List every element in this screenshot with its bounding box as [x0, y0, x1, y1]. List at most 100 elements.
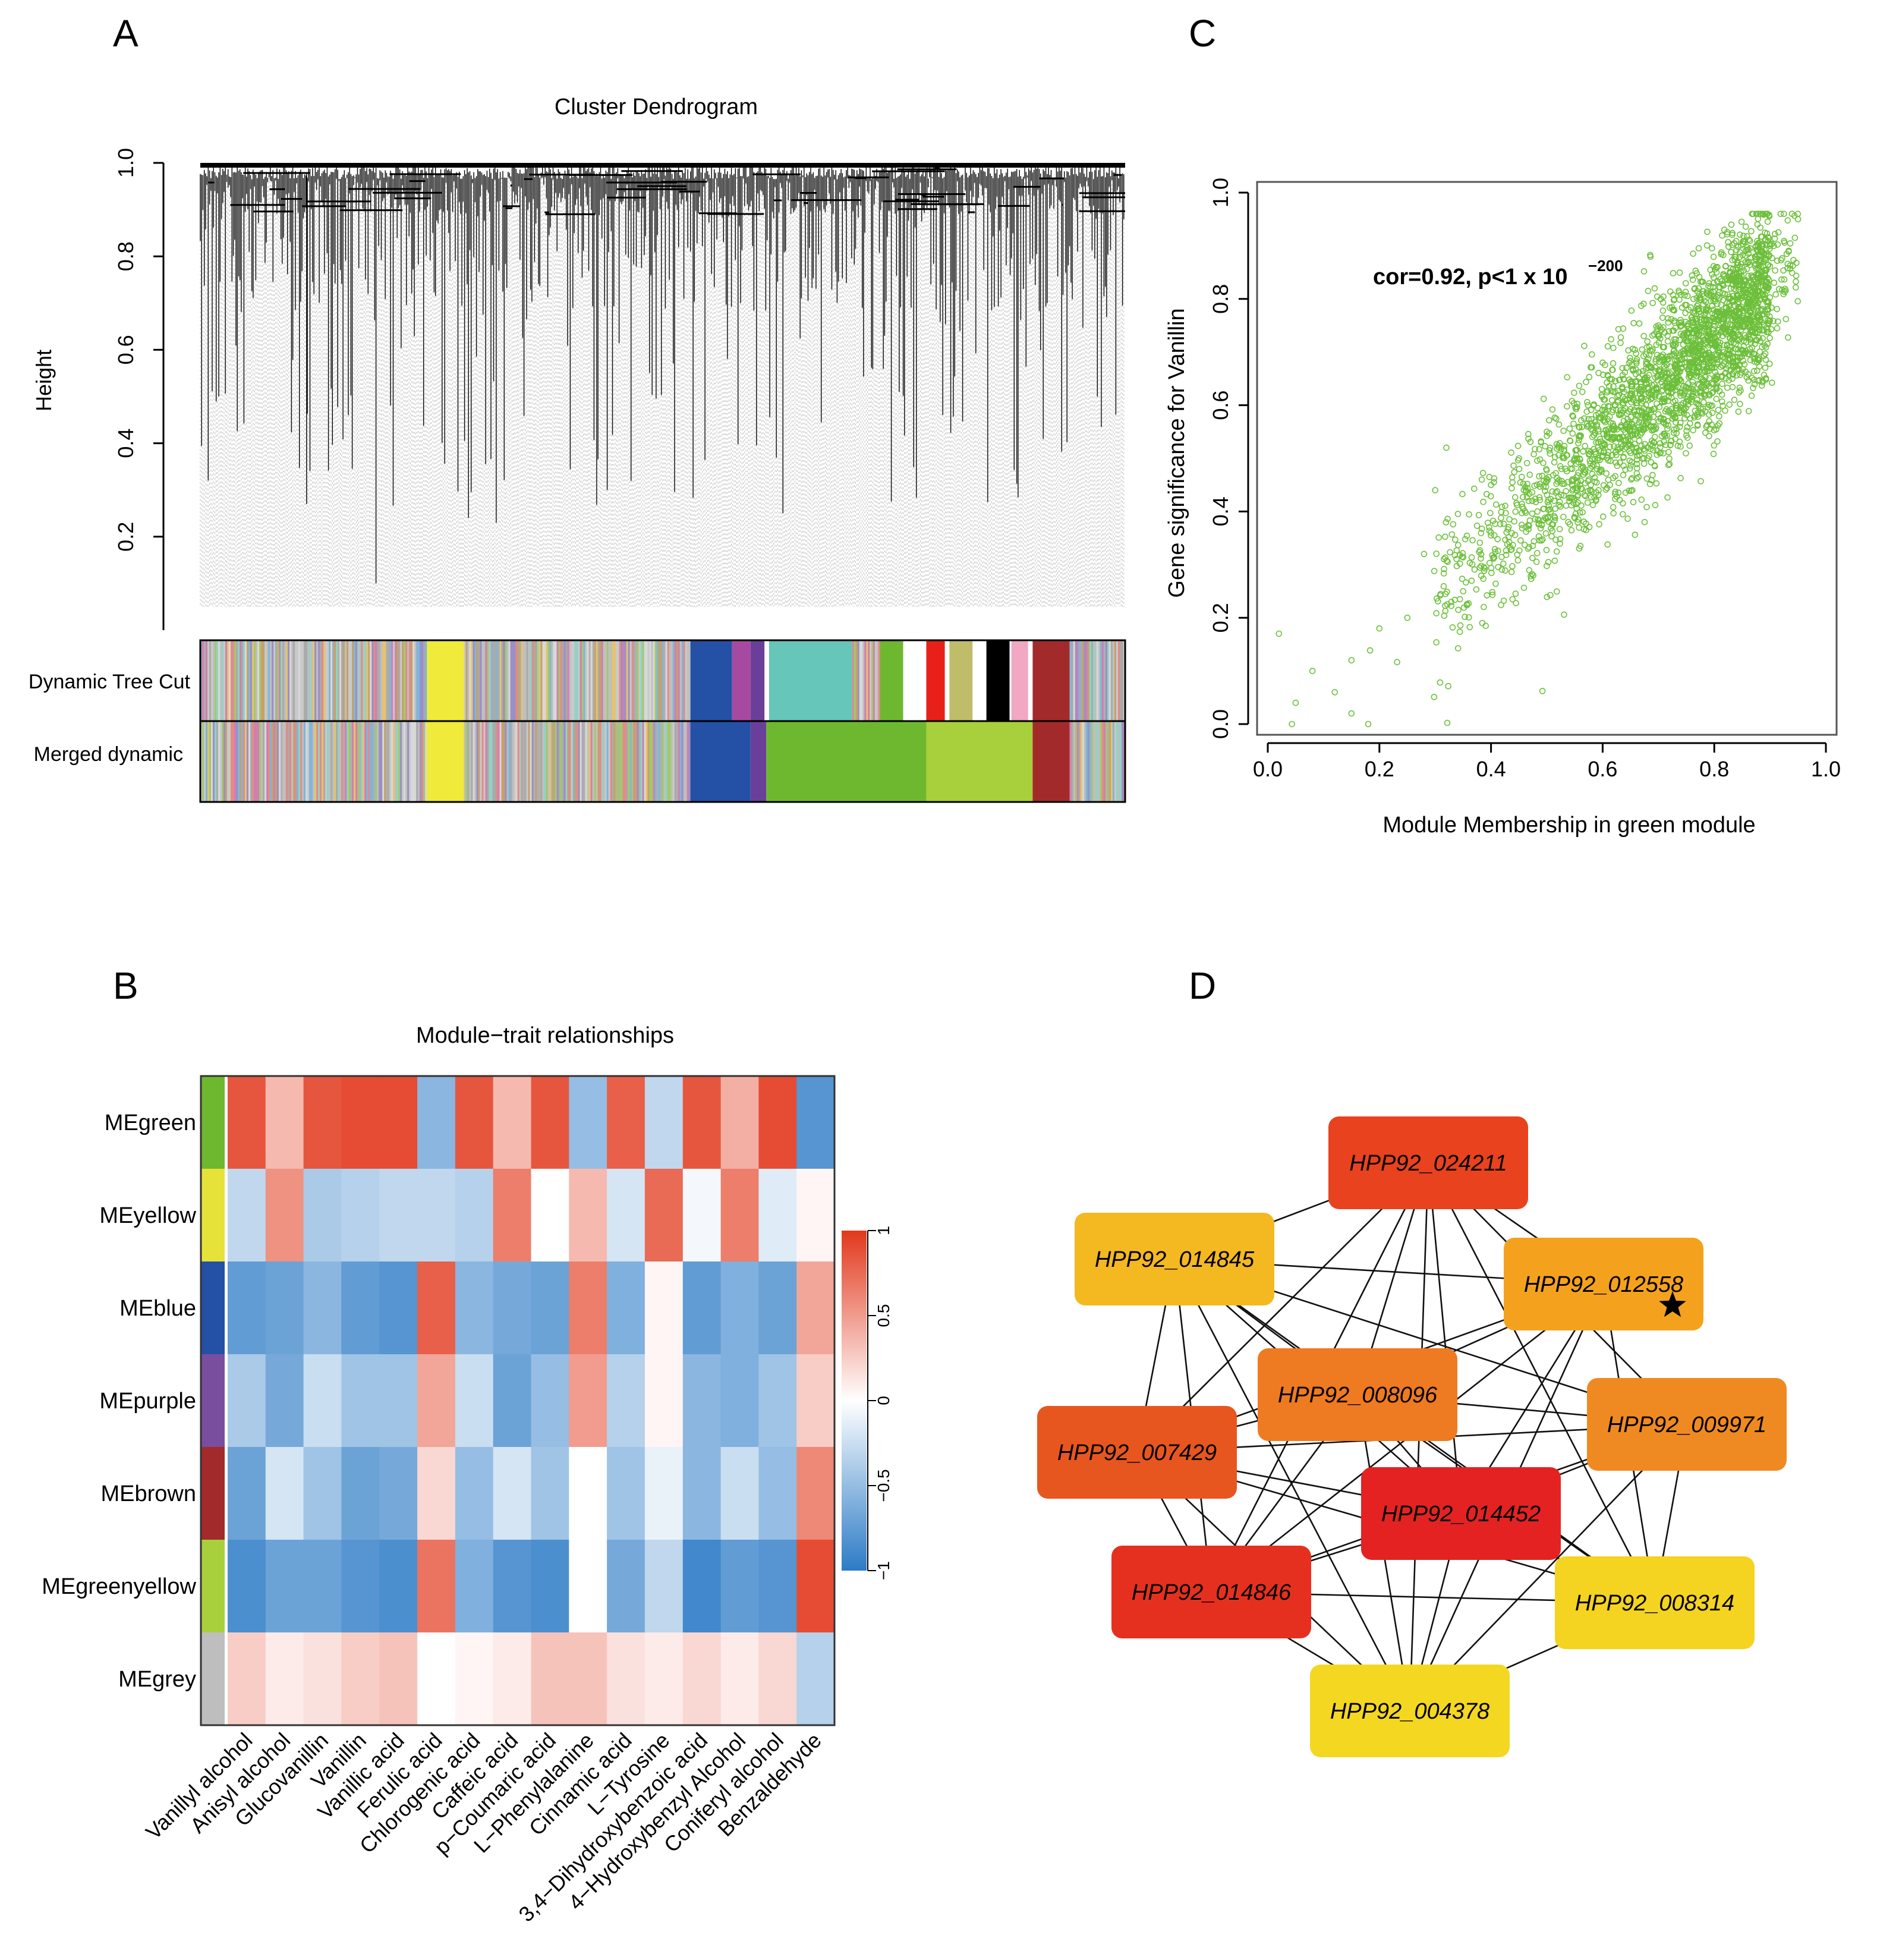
- module-stripe: [647, 640, 650, 721]
- heatmap-cell: [720, 1632, 759, 1726]
- module-stripe: [414, 721, 417, 802]
- module-stripe: [1101, 640, 1104, 721]
- module-stripe: [1110, 640, 1113, 721]
- module-stripe: [528, 721, 531, 802]
- module-stripe: [635, 721, 638, 802]
- module-stripe: [241, 721, 244, 802]
- heatmap-cell: [417, 1354, 456, 1448]
- module-stripe: [503, 640, 506, 721]
- heatmap-cell: [796, 1447, 835, 1540]
- module-stripe: [531, 640, 534, 721]
- module-stripe: [544, 640, 547, 721]
- module-stripe: [660, 640, 663, 721]
- module-stripe: [389, 721, 392, 802]
- module-stripe: [314, 640, 317, 721]
- module-stripe: [538, 721, 541, 802]
- module-stripe: [348, 721, 351, 802]
- heatmap-cell: [341, 1169, 380, 1262]
- module-stripe: [544, 721, 547, 802]
- network-node-label: HPP92_012558: [1524, 1272, 1683, 1297]
- module-stripe: [599, 640, 602, 721]
- heatmap-cell: [758, 1076, 797, 1169]
- module-stripe: [384, 721, 386, 802]
- module-stripe: [474, 721, 477, 802]
- heatmap-cell: [569, 1540, 607, 1633]
- heatmap-cell: [228, 1447, 266, 1540]
- heatmap-cell: [682, 1632, 722, 1726]
- module-stripe: [581, 721, 584, 802]
- scatter-point: [1460, 588, 1466, 594]
- heatmap-cell: [758, 1261, 797, 1355]
- heatmap-cell: [379, 1076, 418, 1169]
- module-stripe: [670, 721, 673, 802]
- module-stripe: [474, 640, 477, 721]
- module-stripe: [268, 640, 270, 721]
- module-stripe: [651, 721, 654, 802]
- network-node: HPP92_009971: [1587, 1378, 1787, 1471]
- module-stripe: [556, 721, 559, 802]
- module-stripe: [409, 721, 411, 802]
- scatter-xlabel: Module Membership in green module: [1382, 813, 1755, 838]
- module-stripe: [572, 640, 575, 721]
- network-edge: [1427, 1162, 1462, 1514]
- module-stripe: [604, 640, 607, 721]
- module-stripe: [289, 640, 292, 721]
- module-stripe: [483, 640, 486, 721]
- module-stripe: [519, 721, 522, 802]
- scatter-point: [1276, 630, 1283, 637]
- module-stripe: [298, 721, 301, 802]
- module-stripe: [264, 721, 267, 802]
- module-stripe: [272, 721, 274, 802]
- module-stripe: [473, 721, 475, 802]
- heatmap-cell: [228, 1261, 266, 1355]
- module-stripe: [473, 640, 475, 721]
- merged-dynamic-label: Merged dynamic: [34, 743, 183, 766]
- module-stripe: [681, 640, 684, 721]
- module-stripe: [617, 721, 620, 802]
- dendrogram-y-tick-label: 0.8: [114, 241, 138, 271]
- module-stripe: [388, 721, 390, 802]
- module-stripe: [640, 640, 643, 721]
- module-block: [690, 640, 732, 721]
- module-stripe: [489, 640, 492, 721]
- module-stripe: [207, 640, 210, 721]
- module-stripe: [1092, 721, 1095, 802]
- module-stripe: [418, 721, 420, 802]
- module-stripe: [588, 721, 591, 802]
- heatmap-row-label: MEgrey: [118, 1667, 196, 1692]
- module-stripe: [490, 721, 493, 802]
- panel-label-c: C: [1189, 12, 1216, 55]
- module-stripe: [870, 640, 872, 721]
- colorbar-ticks: 1 0.5 0 −0.5 −1: [868, 1226, 893, 1580]
- network-edge: [1136, 1162, 1429, 1453]
- module-stripe: [560, 640, 563, 721]
- module-stripe: [571, 640, 574, 721]
- module-stripe: [1107, 640, 1110, 721]
- heatmap-cell: [644, 1540, 684, 1633]
- module-block: [766, 721, 927, 802]
- heatmap-cell: [265, 1076, 304, 1169]
- module-stripe: [669, 640, 672, 721]
- module-stripe: [521, 721, 524, 802]
- module-stripe: [268, 721, 270, 802]
- module-stripe: [540, 640, 543, 721]
- module-stripe: [617, 640, 620, 721]
- module-stripe: [471, 721, 474, 802]
- colorbar-tick-label: 0.5: [874, 1304, 893, 1327]
- heatmap-cell: [455, 1632, 494, 1726]
- module-stripe: [469, 640, 472, 721]
- module-stripe: [674, 721, 677, 802]
- module-stripe: [510, 721, 513, 802]
- heatmap-cell: [228, 1354, 266, 1448]
- module-stripe: [359, 640, 361, 721]
- module-stripe: [537, 640, 540, 721]
- module-stripe: [672, 721, 675, 802]
- module-stripe: [514, 721, 517, 802]
- module-stripe: [339, 721, 342, 802]
- module-stripe: [685, 640, 688, 721]
- scatter-x-tick-label: 0.8: [1699, 757, 1729, 781]
- module-stripe: [407, 721, 410, 802]
- module-stripe: [551, 640, 554, 721]
- scatter-point: [1432, 487, 1438, 493]
